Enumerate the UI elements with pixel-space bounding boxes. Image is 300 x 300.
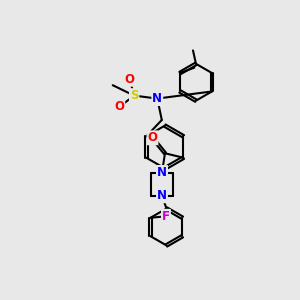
Text: N: N bbox=[152, 92, 162, 105]
Text: O: O bbox=[148, 131, 158, 144]
Text: N: N bbox=[157, 189, 167, 202]
Text: O: O bbox=[125, 73, 135, 86]
Text: F: F bbox=[162, 210, 170, 223]
Text: N: N bbox=[157, 166, 167, 179]
Text: N: N bbox=[157, 166, 167, 179]
Text: S: S bbox=[130, 89, 138, 102]
Text: O: O bbox=[114, 100, 124, 113]
